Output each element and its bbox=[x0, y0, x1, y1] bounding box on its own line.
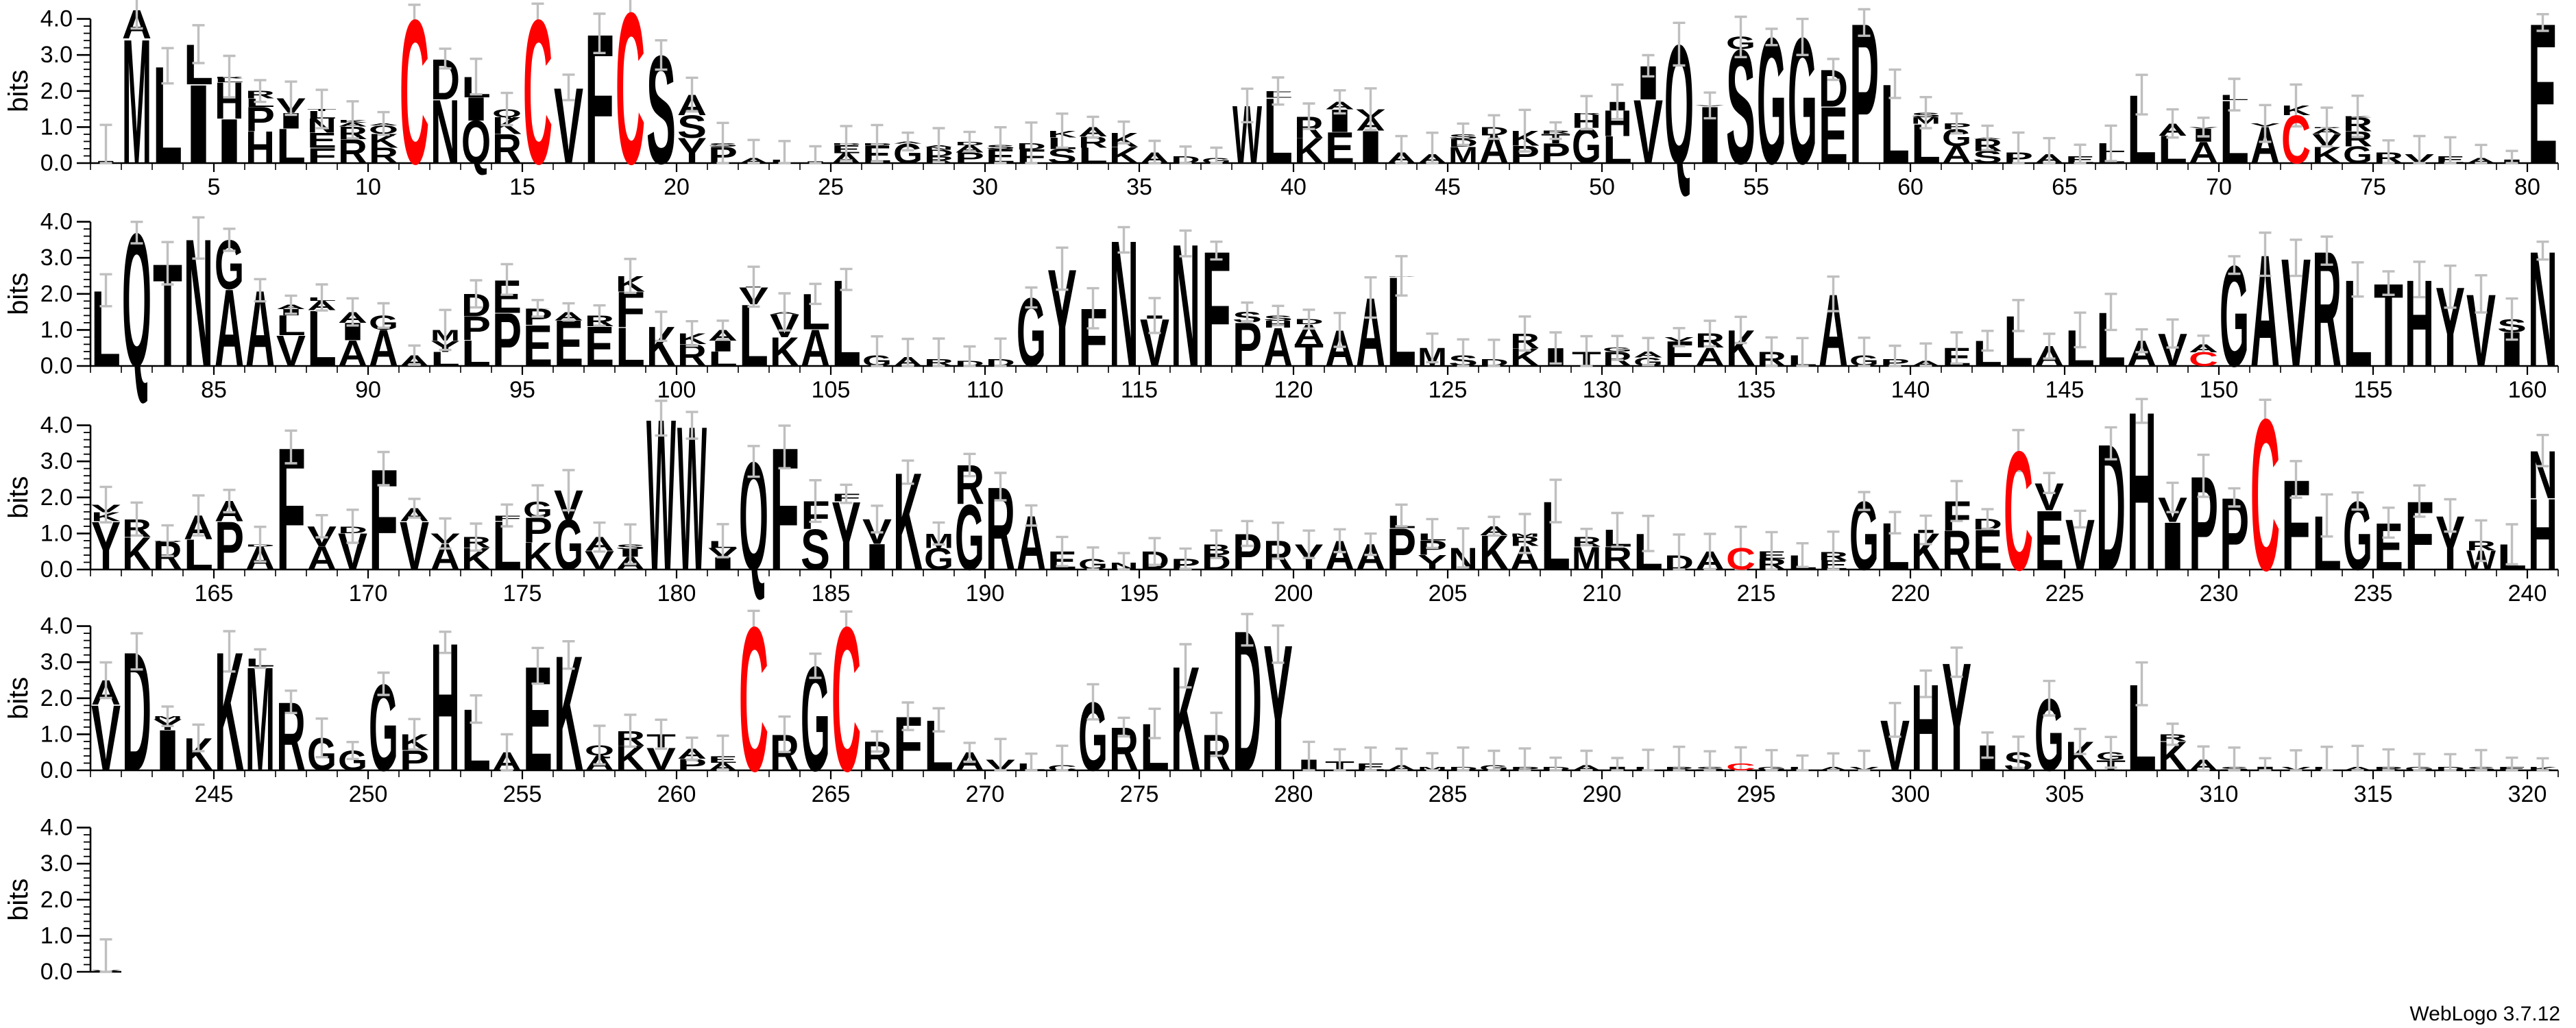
svg-text:0.0: 0.0 bbox=[40, 556, 73, 583]
svg-text:135: 135 bbox=[1737, 377, 1776, 403]
svg-text:2.0: 2.0 bbox=[40, 485, 73, 511]
svg-text:C: C bbox=[1726, 541, 1755, 576]
svg-text:C: C bbox=[1726, 761, 1756, 773]
svg-text:1.0: 1.0 bbox=[40, 922, 73, 949]
svg-text:4.0: 4.0 bbox=[40, 209, 73, 235]
svg-text:145: 145 bbox=[2045, 377, 2085, 403]
svg-text:130: 130 bbox=[1583, 377, 1622, 403]
svg-text:T: T bbox=[307, 108, 340, 112]
svg-text:270: 270 bbox=[966, 781, 1005, 807]
svg-text:200: 200 bbox=[1274, 580, 1313, 607]
svg-text:320: 320 bbox=[2508, 781, 2547, 807]
svg-text:3.0: 3.0 bbox=[40, 850, 73, 877]
svg-text:1.0: 1.0 bbox=[40, 721, 73, 747]
svg-text:C: C bbox=[2004, 416, 2033, 606]
svg-text:0.0: 0.0 bbox=[40, 959, 73, 985]
svg-text:295: 295 bbox=[1737, 781, 1776, 807]
svg-text:285: 285 bbox=[1429, 781, 1468, 807]
svg-text:C: C bbox=[2281, 101, 2311, 178]
svg-text:110: 110 bbox=[967, 377, 1004, 403]
svg-text:205: 205 bbox=[1429, 580, 1468, 607]
svg-text:I: I bbox=[1911, 530, 1944, 535]
svg-text:4.0: 4.0 bbox=[40, 413, 73, 439]
svg-text:3.0: 3.0 bbox=[40, 42, 73, 68]
svg-text:1.0: 1.0 bbox=[40, 317, 73, 343]
svg-text:0.0: 0.0 bbox=[40, 757, 73, 783]
svg-text:260: 260 bbox=[657, 781, 696, 807]
svg-text:bits: bits bbox=[3, 879, 34, 921]
svg-text:A: A bbox=[770, 311, 804, 315]
svg-text:4.0: 4.0 bbox=[40, 6, 73, 32]
svg-text:10: 10 bbox=[355, 174, 381, 200]
svg-text:S: S bbox=[986, 144, 1019, 150]
svg-text:D: D bbox=[955, 140, 987, 147]
svg-text:F: F bbox=[1263, 90, 1297, 94]
svg-text:210: 210 bbox=[1583, 580, 1622, 607]
svg-text:A: A bbox=[276, 304, 308, 310]
svg-text:4.0: 4.0 bbox=[40, 815, 73, 841]
svg-text:4.0: 4.0 bbox=[40, 613, 73, 639]
svg-text:1.0: 1.0 bbox=[40, 114, 73, 140]
svg-text:L: L bbox=[307, 297, 341, 302]
svg-text:220: 220 bbox=[1891, 580, 1930, 607]
svg-text:C: C bbox=[831, 584, 861, 814]
svg-text:1.0: 1.0 bbox=[40, 520, 73, 546]
svg-text:35: 35 bbox=[1126, 174, 1152, 200]
svg-text:bits: bits bbox=[3, 677, 34, 720]
svg-text:bits: bits bbox=[3, 70, 34, 112]
svg-text:120: 120 bbox=[1274, 377, 1313, 403]
svg-text:3.0: 3.0 bbox=[40, 448, 73, 474]
svg-text:C: C bbox=[2189, 349, 2218, 371]
svg-text:2.0: 2.0 bbox=[40, 685, 73, 711]
svg-text:bits: bits bbox=[3, 476, 34, 519]
svg-text:65: 65 bbox=[2052, 174, 2078, 200]
svg-text:bits: bits bbox=[3, 273, 34, 315]
svg-text:C: C bbox=[2250, 374, 2280, 615]
svg-text:R: R bbox=[1541, 130, 1573, 135]
svg-text:M: M bbox=[1510, 533, 1542, 538]
svg-text:310: 310 bbox=[2200, 781, 2239, 807]
svg-text:3.0: 3.0 bbox=[40, 649, 73, 675]
svg-text:275: 275 bbox=[1120, 781, 1159, 807]
svg-text:2.0: 2.0 bbox=[40, 78, 73, 104]
svg-text:25: 25 bbox=[818, 174, 844, 200]
svg-text:A: A bbox=[924, 145, 957, 147]
svg-text:125: 125 bbox=[1429, 377, 1468, 403]
svg-text:195: 195 bbox=[1120, 580, 1159, 607]
svg-text:2.0: 2.0 bbox=[40, 281, 73, 307]
svg-text:2.0: 2.0 bbox=[40, 887, 73, 913]
svg-text:315: 315 bbox=[2354, 781, 2393, 807]
svg-text:90: 90 bbox=[355, 377, 381, 403]
svg-text:45: 45 bbox=[1435, 174, 1461, 200]
svg-text:0.0: 0.0 bbox=[40, 150, 73, 176]
svg-text:C: C bbox=[523, 0, 552, 207]
svg-text:WebLogo 3.7.12: WebLogo 3.7.12 bbox=[2409, 1003, 2560, 1025]
svg-text:75: 75 bbox=[2360, 174, 2386, 200]
svg-text:K: K bbox=[2343, 116, 2377, 118]
svg-text:140: 140 bbox=[1891, 377, 1930, 403]
svg-text:50: 50 bbox=[1589, 174, 1615, 200]
svg-text:C: C bbox=[400, 0, 429, 207]
svg-text:0.0: 0.0 bbox=[40, 353, 73, 379]
svg-text:3.0: 3.0 bbox=[40, 245, 73, 271]
svg-text:I: I bbox=[1140, 315, 1172, 320]
svg-text:C: C bbox=[739, 584, 768, 814]
svg-text:C: C bbox=[616, 0, 645, 209]
svg-text:215: 215 bbox=[1737, 580, 1776, 607]
svg-text:R: R bbox=[1572, 112, 1605, 117]
svg-text:30: 30 bbox=[972, 174, 998, 200]
svg-text:290: 290 bbox=[1583, 781, 1622, 807]
